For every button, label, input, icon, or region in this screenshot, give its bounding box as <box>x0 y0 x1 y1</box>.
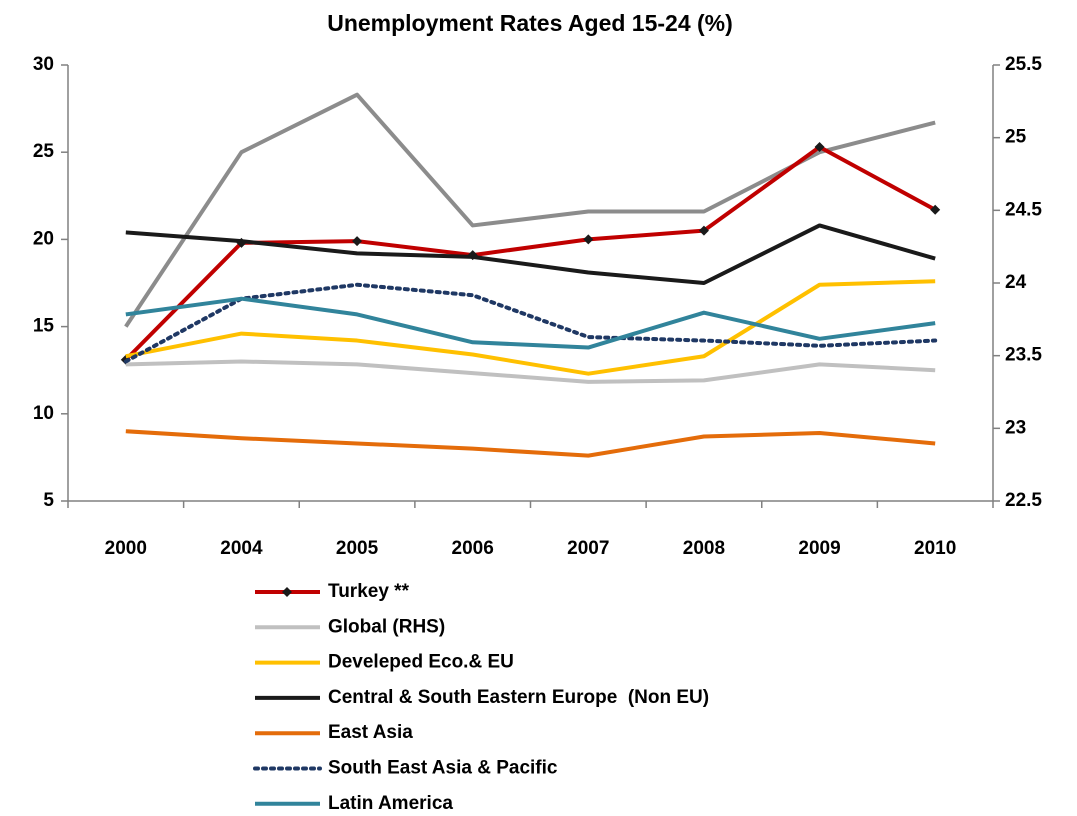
series-line <box>125 223 936 285</box>
x-tick-label: 2009 <box>798 538 840 559</box>
series-line <box>124 92 936 328</box>
y2-tick-label: 23.5 <box>1005 345 1042 366</box>
legend-marker <box>282 587 292 597</box>
x-tick-label: 2004 <box>220 538 263 559</box>
data-point <box>930 204 941 215</box>
chart-title: Unemployment Rates Aged 15-24 (%) <box>327 10 733 36</box>
series-line <box>125 296 936 350</box>
data-point <box>352 236 363 247</box>
y-tick-label: 25 <box>33 141 55 162</box>
x-tick-label: 2006 <box>452 538 494 559</box>
data-point <box>814 141 825 152</box>
legend-label: Develeped Eco.& EU <box>328 652 514 673</box>
x-tick-label: 2008 <box>683 538 725 559</box>
y2-tick-label: 22.5 <box>1005 490 1042 511</box>
y-tick-label: 15 <box>33 316 55 337</box>
x-tick-label: 2007 <box>567 538 609 559</box>
y2-tick-label: 24.5 <box>1005 199 1042 220</box>
x-tick-label: 2000 <box>105 538 147 559</box>
y-tick-label: 10 <box>33 403 54 424</box>
legend-label: East Asia <box>328 722 413 743</box>
y2-tick-label: 23 <box>1005 417 1026 438</box>
x-tick-label: 2010 <box>914 538 956 559</box>
y-tick-label: 5 <box>43 490 54 511</box>
series-line <box>123 282 938 364</box>
series-line <box>124 144 937 362</box>
legend-label: South East Asia & Pacific <box>328 758 558 779</box>
y-tick-label: 30 <box>33 54 54 75</box>
legend-label: Turkey ** <box>328 581 410 602</box>
series-line <box>125 359 936 384</box>
x-tick-label: 2005 <box>336 538 379 559</box>
legend-label: Latin America <box>328 793 453 814</box>
y2-tick-label: 24 <box>1005 272 1027 293</box>
data-point <box>583 234 594 245</box>
y2-tick-label: 25 <box>1005 127 1027 148</box>
series-line <box>125 429 936 458</box>
data-point <box>698 225 709 236</box>
legend-label: Central & South Eastern Europe (Non EU) <box>328 687 709 708</box>
series-line <box>125 279 936 376</box>
y2-tick-label: 25.5 <box>1005 54 1042 75</box>
legend-label: Global (RHS) <box>328 616 445 637</box>
y-tick-label: 20 <box>33 228 54 249</box>
